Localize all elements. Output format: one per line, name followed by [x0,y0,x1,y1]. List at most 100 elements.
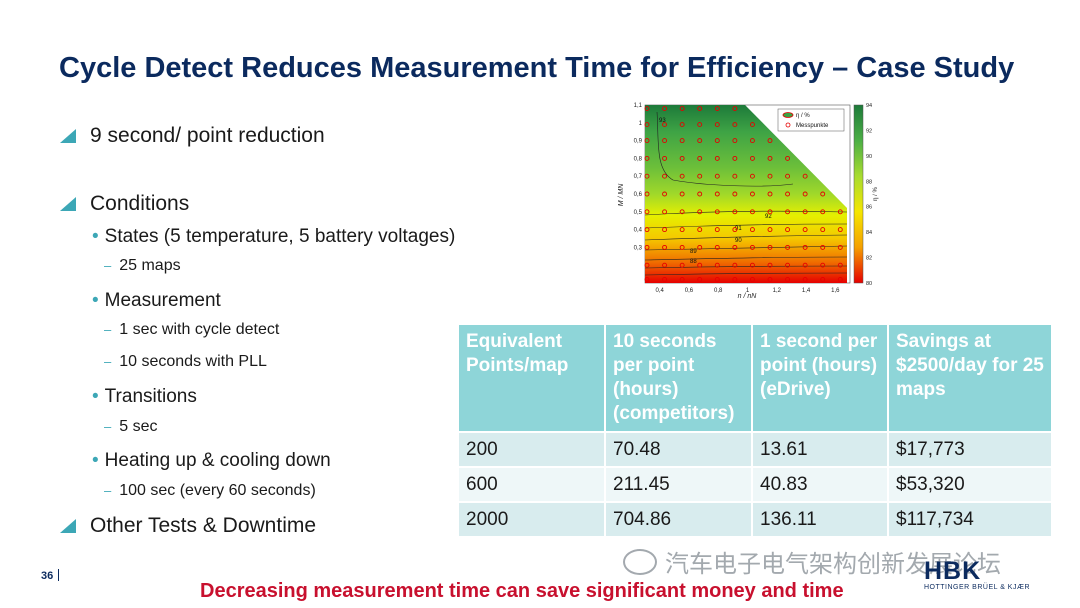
watermark: 汽车电子电气架构创新发展论坛 [623,544,1001,579]
cell-ten-seconds: 211.45 [605,466,753,502]
measurement-point [749,173,755,179]
measurement-point [820,191,826,197]
measurement-point [679,244,685,250]
chart-legend [777,108,845,132]
measurement-point [714,191,720,197]
bullet-maps: –25 maps [104,257,181,274]
measurement-point [732,227,738,233]
colorbar-tick-label: 88 [866,179,872,185]
measurement-point [802,244,808,250]
measurement-point [679,227,685,233]
measurement-point [749,227,755,233]
measurement-point [644,276,650,282]
y-tick-label: 0,9 [634,139,643,145]
measurement-point [714,244,720,250]
logo-subtitle: HOTTINGER BRÜEL & KJÆR [924,584,1031,591]
measurement-point [732,191,738,197]
measurement-point [679,138,685,144]
measurement-point [749,276,755,282]
measurement-point [644,106,650,112]
measurement-point [785,173,791,179]
legend-eta-icon [782,112,794,118]
colorbar-tick-label: 80 [866,281,872,287]
measurement-point [767,173,773,179]
measurement-points [644,106,843,282]
contour-label: 92 [765,214,772,220]
measurement-point [802,209,808,215]
measurement-point [662,262,668,268]
measurement-point [679,106,685,112]
x-tick-label: 1,4 [802,288,811,294]
bullet-cycle-detect: –1 sec with cycle detect [104,321,280,338]
logo-name: HBK [924,557,982,585]
measurement-point [714,276,720,282]
measurement-point [749,155,755,161]
cell-ten-seconds: 704.86 [605,501,753,536]
page-title: Cycle Detect Reduces Measurement Time fo… [59,52,1015,84]
measurement-point [697,173,703,179]
measurement-point [644,138,650,144]
y-tick-label: 0,3 [634,245,643,251]
measurement-point [802,173,808,179]
measurement-point [662,244,668,250]
x-tick-label: 1 [746,288,750,294]
measurement-point [662,106,668,112]
measurement-point [714,138,720,144]
measurement-point [644,244,650,250]
x-tick-label: 0,6 [685,288,694,294]
y-tick-label: 1,1 [634,103,643,109]
measurement-point [679,155,685,161]
measurement-point [644,209,650,215]
contour-label: 88 [690,259,697,265]
measurement-point [732,276,738,282]
measurement-point [662,209,668,215]
header-ten-seconds: 10 seconds per point (hours) (competitor… [605,325,753,432]
legend-point-icon [785,122,791,128]
colorbar-tick-label: 90 [866,154,872,160]
y-tick-label: 0,4 [634,228,643,234]
measurement-point [714,262,720,268]
bullet-states: • States (5 temperature, 5 battery voltag… [92,226,456,247]
measurement-point [662,122,668,128]
measurement-point [679,276,685,282]
cell-ten-seconds: 70.48 [605,431,753,467]
x-tick-label: 1,2 [773,288,782,294]
measurement-point [749,209,755,215]
measurement-point [644,122,650,128]
measurement-point [662,155,668,161]
bullet-pll: –10 seconds with PLL [104,353,267,370]
cell-savings: $117,734 [888,501,1053,536]
measurement-point [820,227,826,233]
contour-label: 93 [659,118,666,124]
measurement-point [662,191,668,197]
y-tick-label: 0,5 [634,210,643,216]
measurement-point [820,209,826,215]
cell-savings: $17,773 [888,431,1053,467]
colorbar [853,104,864,284]
cell-one-second: 136.11 [752,501,889,536]
triangle-bullet-icon [60,129,76,143]
measurement-point [802,276,808,282]
legend-points: Messpunkte [796,123,829,129]
measurement-point [697,276,703,282]
measurement-point [714,122,720,128]
measurement-point [749,191,755,197]
y-axis-label: M / MN [618,183,625,206]
measurement-point [732,262,738,268]
measurement-point [767,138,773,144]
efficiency-map-chart: 93 92 91 90 89 88 η / % Messpunkte 1,1 1 0… [618,103,879,300]
legend-eta: η / % [796,113,810,119]
measurement-point [697,209,703,215]
measurement-point [732,122,738,128]
colorbar-tick-label: 82 [866,256,872,262]
measurement-point [714,106,720,112]
measurement-point [785,244,791,250]
measurement-point [732,209,738,215]
table-row: 600 211.45 40.83 $53,320 [459,466,1053,502]
measurement-point [714,209,720,215]
bullet-heating: • Heating up & cooling down [92,450,331,471]
measurement-point [837,209,843,215]
cell-points: 600 [459,466,606,502]
contour-label: 89 [690,249,697,255]
colorbar-tick-label: 94 [866,103,872,109]
